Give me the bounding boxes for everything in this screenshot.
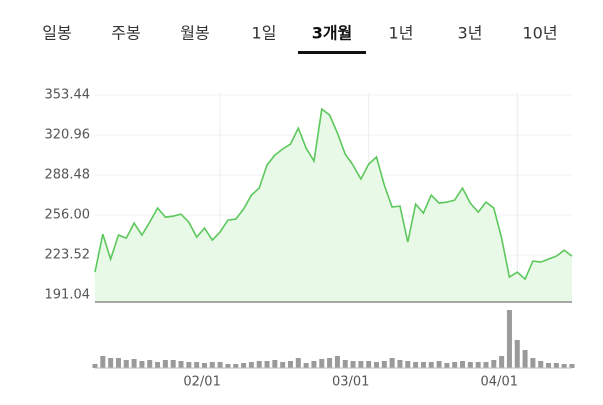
y-tick-label: 288.48 [45, 168, 91, 183]
volume-bar [460, 361, 466, 368]
volume-bar [280, 362, 286, 368]
volume-bar [546, 363, 552, 368]
volume-bar [397, 360, 403, 368]
x-tick-label: 04/01 [481, 375, 518, 390]
volume-bar [123, 360, 129, 368]
volume-bar [413, 362, 419, 368]
volume-bar [115, 358, 121, 368]
tab[interactable]: 1년 [389, 24, 414, 43]
volume-bar [194, 362, 200, 368]
tab[interactable]: 일봉 [42, 24, 71, 43]
volume-bar [287, 361, 293, 368]
y-tick-label: 320.96 [45, 128, 91, 143]
x-tick-label: 03/01 [332, 375, 369, 390]
volume-bar [272, 360, 278, 368]
volume-bar [217, 362, 223, 368]
volume-bar [248, 362, 254, 368]
price-line [94, 107, 573, 281]
volume-bar [561, 364, 567, 368]
tab[interactable]: 3개월 [312, 24, 353, 43]
volume-bar [475, 362, 481, 368]
volume-bar [358, 361, 364, 368]
tab-underline [298, 51, 366, 54]
volume-bar [444, 363, 450, 368]
volume-bar [92, 364, 98, 368]
volume-bar [381, 361, 387, 368]
price-area [95, 109, 572, 302]
volume-bar [178, 361, 184, 368]
volume-bar [233, 364, 239, 368]
volume-bar [499, 356, 505, 368]
volume-bar [131, 359, 137, 368]
volume-bar [538, 361, 544, 368]
volume-bar [170, 360, 176, 368]
volume-bar [295, 358, 301, 368]
volume-bar [514, 340, 520, 368]
volume-bar [108, 358, 114, 368]
volume-bar [506, 310, 512, 368]
volume-bar [319, 359, 325, 368]
volume-bar [162, 360, 168, 368]
volume-bar [327, 358, 333, 368]
volume-bar [420, 362, 426, 368]
tab[interactable]: 월봉 [180, 24, 209, 43]
volume-bar [225, 364, 231, 368]
y-tick-label: 256.00 [45, 208, 91, 223]
tab[interactable]: 3년 [458, 24, 483, 43]
volume-bar [483, 362, 489, 368]
y-tick-label: 223.52 [45, 248, 91, 263]
x-tick-label: 02/01 [183, 375, 220, 390]
volume-bar [342, 360, 348, 368]
volume-bar [491, 360, 497, 368]
volume-bar [452, 362, 458, 368]
volume-bar [374, 362, 380, 368]
volume-bar [389, 358, 395, 368]
y-tick-label: 191.04 [45, 288, 91, 303]
volume-bar [100, 356, 106, 368]
volume-bar [155, 362, 161, 368]
volume-bar [201, 363, 207, 368]
volume-bar [303, 363, 309, 368]
volume-bar [241, 363, 247, 368]
volume-bar [147, 360, 153, 368]
y-tick-label: 353.44 [45, 88, 91, 103]
volume-bar [522, 350, 528, 368]
volume-bar [256, 361, 262, 368]
volume-bar [350, 361, 356, 368]
volume-bar [209, 362, 215, 368]
volume-bar [436, 361, 442, 368]
volume-bar [569, 364, 575, 368]
volume-bar [311, 361, 317, 368]
volume-bar [139, 361, 145, 368]
volume-bar [467, 362, 473, 368]
volume-bar [530, 358, 536, 368]
tab[interactable]: 주봉 [111, 24, 140, 43]
volume-bar [366, 361, 372, 368]
volume-bar [264, 361, 270, 368]
volume-bar [428, 362, 434, 368]
volume-bar [186, 362, 192, 368]
volume-bar [553, 363, 559, 368]
volume-bar [334, 356, 340, 368]
tab[interactable]: 1일 [252, 24, 277, 43]
volume-bar [405, 361, 411, 368]
tab[interactable]: 10년 [522, 24, 557, 43]
